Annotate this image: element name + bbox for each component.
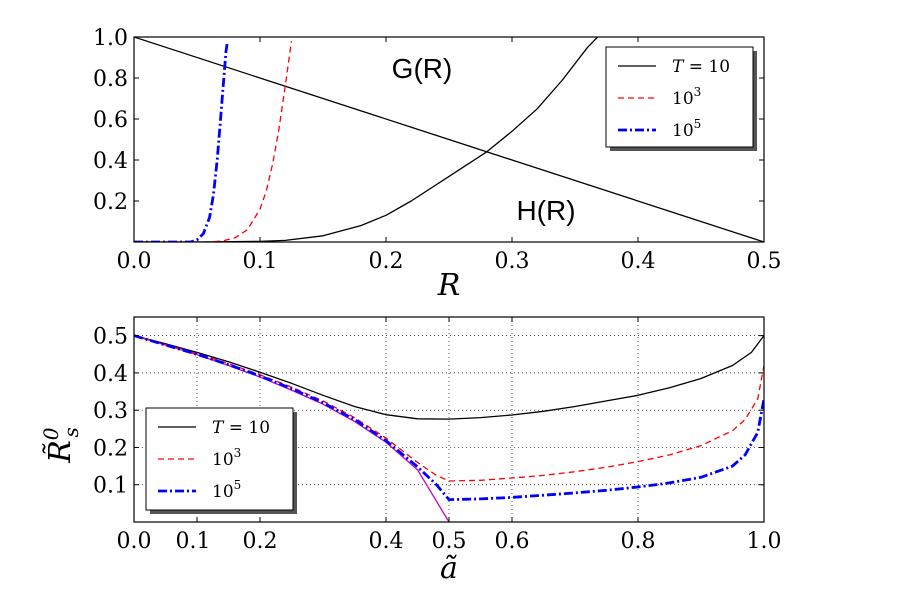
series-line — [134, 334, 764, 502]
series-line — [134, 334, 764, 420]
x-tick-label: 0.1 — [243, 249, 278, 274]
x-tick-label: 0.5 — [747, 249, 782, 274]
bottom-y-axis-label: R̃0s — [39, 427, 83, 464]
legend-label-value: 10 — [248, 418, 270, 438]
bottom-ticks: 0.0 0.1 0.2 0.4 0.5 0.6 0.8 1.0 0.1 0.2 0.3 0.4 0.5 — [93, 317, 782, 554]
top-x-axis-label: R — [437, 268, 461, 303]
x-tick-label: 0.2 — [243, 529, 278, 554]
bottom-chart: 0.0 0.1 0.2 0.4 0.5 0.6 0.8 1.00.10.20.30.40.5 … — [39, 316, 782, 586]
y-tick-label: 0.2 — [93, 436, 128, 461]
series-line — [134, 334, 764, 482]
x-tick-label: 0.0 — [117, 249, 152, 274]
legend-label-exponent: 3 — [694, 85, 702, 99]
top-ticks: 0.0 0.1 0.2 0.3 0.4 0.5 0.2 0.4 0.6 0.8 1.0 — [93, 26, 782, 274]
x-tick-label: 0.1 — [176, 529, 211, 554]
legend-label-value: 10 — [212, 482, 234, 502]
y-label-sup: 0 — [39, 427, 63, 440]
y-tick-label: 0.3 — [93, 399, 128, 424]
y-tick-label: 0.2 — [93, 190, 128, 215]
x-tick-label: 0.8 — [621, 529, 656, 554]
legend-label-value: 10 — [708, 57, 730, 77]
series-line — [134, 41, 293, 242]
legend-label: 105 — [212, 478, 241, 502]
y-tick-label: 0.8 — [93, 67, 128, 92]
legend-label: 103 — [212, 446, 241, 470]
legend-label-prefix: T = — [212, 418, 248, 438]
bottom-x-axis-label: ã — [440, 551, 458, 586]
x-tick-label: 0.0 — [117, 529, 152, 554]
x-tick-label: 0.3 — [495, 249, 530, 274]
top-series-group — [134, 37, 764, 242]
bottom-series-group — [134, 334, 764, 522]
legend-label-value: 10 — [212, 450, 234, 470]
y-tick-label: 0.4 — [93, 149, 128, 174]
y-tick-label: 0.4 — [93, 362, 128, 387]
x-tick-label: 0.5 — [432, 529, 467, 554]
legend-label-value: 10 — [672, 121, 694, 141]
x-tick-label: 0.6 — [495, 529, 530, 554]
legend-label-value: 10 — [672, 89, 694, 109]
annotation-h-of-r: H(R) — [516, 195, 575, 226]
legend-label-exponent: 3 — [234, 446, 242, 460]
legend-label-exponent: 5 — [234, 478, 242, 492]
x-tick-label: 1.0 — [747, 529, 782, 554]
x-tick-label: 0.4 — [369, 529, 404, 554]
legend-label: T = 10 — [212, 418, 270, 438]
series-line — [134, 37, 599, 242]
legend-label: 105 — [672, 117, 701, 141]
legend-label: 103 — [672, 85, 701, 109]
x-tick-label: 0.4 — [621, 249, 656, 274]
legend-label: T = 10 — [672, 57, 730, 77]
series-line — [134, 37, 764, 242]
legend-label-exponent: 5 — [694, 117, 702, 131]
y-tick-label: 0.1 — [93, 474, 128, 499]
annotation-g-of-r: G(R) — [392, 53, 453, 84]
y-tick-label: 0.5 — [93, 325, 128, 350]
y-label-main: R̃ — [43, 440, 78, 464]
top-chart: 0.0 0.1 0.2 0.3 0.4 0.5 0.2 0.4 0.6 0.8 1.0 R G(R)… — [93, 26, 782, 303]
y-tick-label: 0.6 — [93, 108, 128, 133]
legend-label-prefix: T = — [672, 57, 708, 77]
y-label-sub: s — [59, 427, 83, 437]
y-tick-label: 1.0 — [93, 26, 128, 51]
x-tick-label: 0.2 — [369, 249, 404, 274]
top-plot-frame — [133, 36, 765, 243]
